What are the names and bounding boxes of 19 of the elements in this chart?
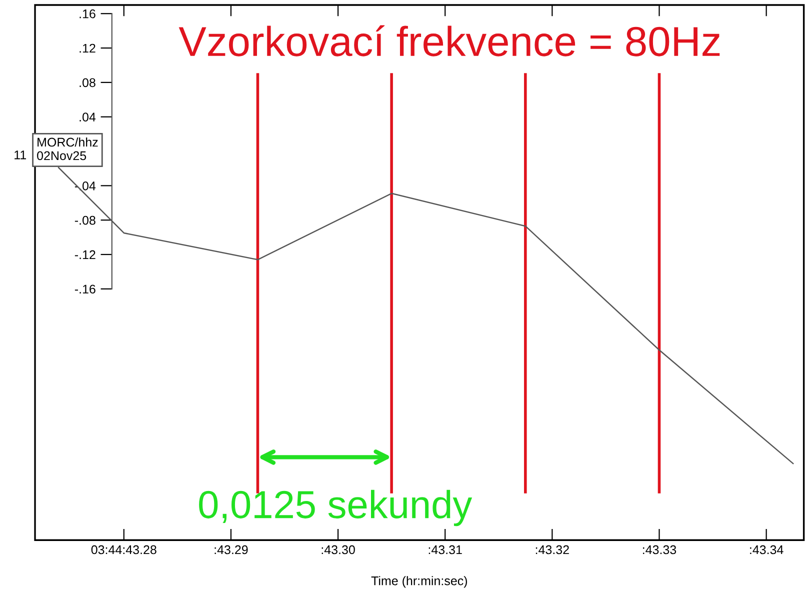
x-tick-label: :43.32 xyxy=(536,545,569,554)
x-tick-label: :43.29 xyxy=(214,545,248,554)
annotation: MORC/hhz 02Nov25 xyxy=(37,137,98,160)
y-tick-label: .12 xyxy=(80,44,96,53)
x-tick-label: :43.33 xyxy=(643,545,676,554)
x-tick-label: :43.31 xyxy=(428,545,462,554)
y-tick-label: .04 xyxy=(80,112,96,122)
x-tick-label: :43.30 xyxy=(322,545,355,554)
text: 11 xyxy=(14,150,26,160)
annotation: 0,0125 sekundy xyxy=(199,490,472,526)
y-tick-label: -.12 xyxy=(74,250,96,260)
y-tick-label: -.16 xyxy=(74,284,96,294)
x-axis-title: Time (hr:min:sec) xyxy=(371,576,468,588)
x-tick-label: :43.34 xyxy=(750,545,784,554)
y-tick-label: .08 xyxy=(80,78,96,88)
y-tick-label: -.08 xyxy=(74,216,96,225)
chart-title: Vzorkovací frekvence = 80Hz xyxy=(178,25,720,56)
x-tick-label: 03:44:43.28 xyxy=(91,545,156,554)
y-tick-label: .16 xyxy=(80,9,96,18)
